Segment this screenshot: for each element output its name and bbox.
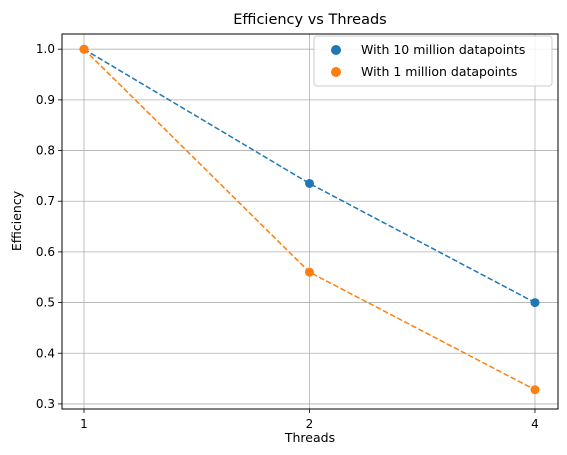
legend-marker-1m xyxy=(331,67,341,77)
series-point-0 xyxy=(530,298,540,308)
x-axis-label: Threads xyxy=(284,430,335,445)
plot-frame xyxy=(61,33,559,410)
y-tick-label: 0.4 xyxy=(36,346,55,360)
series-point-1 xyxy=(530,385,540,395)
y-tick-label: 0.7 xyxy=(36,194,55,208)
series-line-0 xyxy=(83,48,536,304)
y-axis-label: Efficiency xyxy=(9,190,24,251)
legend-marker-10m xyxy=(331,45,341,55)
ticks: 1 2 4 0.3 0.4 0.5 0.6 0.7 0.8 0.9 1.0 xyxy=(36,42,539,431)
x-tick-label: 2 xyxy=(306,417,314,431)
y-tick-label: 0.3 xyxy=(36,397,55,411)
grid xyxy=(62,34,558,409)
legend-label-1m: With 1 million datapoints xyxy=(361,64,517,79)
series-point-1 xyxy=(305,267,314,277)
series-point-1 xyxy=(79,44,89,54)
x-tick-label: 1 xyxy=(80,417,88,431)
y-tick-label: 0.8 xyxy=(36,144,55,158)
y-tick-label: 0.5 xyxy=(36,296,55,310)
y-tick-label: 1.0 xyxy=(36,42,55,56)
series-point-0 xyxy=(305,178,314,188)
legend-label-10m: With 10 million datapoints xyxy=(361,42,525,57)
series-layer xyxy=(79,44,540,395)
x-tick-label: 4 xyxy=(531,417,539,431)
chart-title: Efficiency vs Threads xyxy=(233,12,386,28)
legend: With 10 million datapoints With 1 millio… xyxy=(313,35,553,87)
y-tick-label: 0.9 xyxy=(36,93,55,107)
y-tick-label: 0.6 xyxy=(36,245,55,259)
legend-box xyxy=(313,35,553,87)
